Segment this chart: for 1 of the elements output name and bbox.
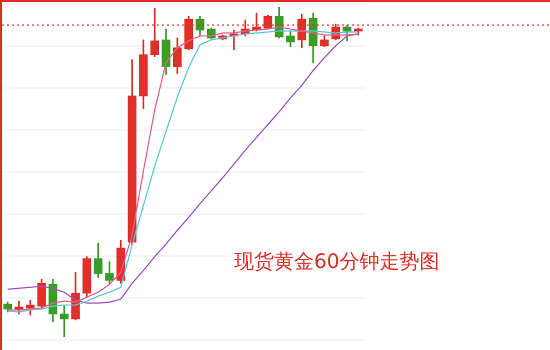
annotation: 现货黄金60分钟走势图 — [234, 248, 440, 275]
